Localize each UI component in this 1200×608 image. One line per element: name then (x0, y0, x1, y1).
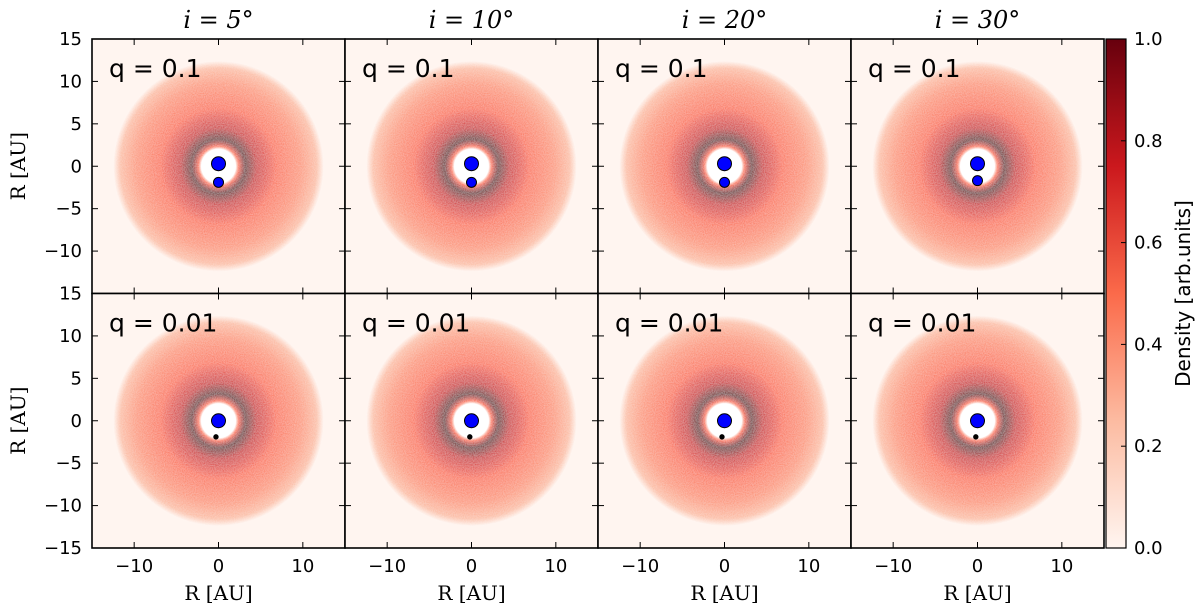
primary-star-marker (970, 156, 985, 172)
colorbar-label: Density [arb.units] (1171, 200, 1195, 387)
q-label: q = 0.1 (109, 54, 201, 83)
x-axis-label: R [AU] (943, 581, 1011, 605)
colorbar-tick-label: 1.0 (1134, 29, 1163, 50)
x-axis-label: R [AU] (690, 581, 758, 605)
x-tick-label: 10 (544, 556, 567, 577)
column-title: i = 5° (183, 6, 253, 34)
y-tick-label: 5 (71, 114, 82, 135)
companion-marker (467, 434, 473, 440)
x-tick-label: −10 (874, 556, 912, 577)
primary-star-marker (717, 413, 732, 429)
companion-marker (719, 434, 725, 440)
primary-star-marker (464, 413, 479, 429)
q-label: q = 0.1 (868, 54, 960, 83)
y-tick-label: −5 (55, 199, 82, 220)
q-label: q = 0.01 (615, 309, 723, 338)
q-label: q = 0.01 (868, 309, 976, 338)
colorbar-scale (1105, 38, 1127, 549)
x-tick-label: 0 (213, 556, 224, 577)
panel-q01-col2: q = 0.1 (344, 38, 599, 295)
x-axis-label: R [AU] (437, 581, 505, 605)
colorbar-tick-label: 0.4 (1134, 334, 1163, 355)
colorbar-tick-label: 0.8 (1134, 131, 1163, 152)
x-axis-label: R [AU] (184, 581, 252, 605)
panel-q001-col3: q = 0.01 (597, 292, 852, 549)
x-tick-label: 0 (719, 556, 730, 577)
companion-marker (213, 434, 219, 440)
companion-marker (972, 175, 983, 187)
axes-text-group: i = 5° i = 10° i = 20° i = 30° −10 0 10 R [AU] −… (6, 6, 1073, 605)
colorbar-tick-label: 0.0 (1134, 538, 1163, 559)
column-title: i = 30° (935, 6, 1021, 34)
x-tick-label: 10 (291, 556, 314, 577)
panel-q01-col3: q = 0.1 (597, 38, 852, 295)
primary-star-marker (211, 413, 226, 429)
colorbar: 0.0 0.2 0.4 0.6 0.8 1.0 Density [arb.units] (1105, 29, 1195, 559)
y-tick-label: −15 (44, 538, 82, 559)
primary-star-marker (970, 413, 985, 429)
panel-q001-col1: q = 0.01 (91, 292, 346, 549)
q-label: q = 0.01 (109, 309, 217, 338)
primary-star-marker (464, 156, 479, 172)
colorbar-tick-label: 0.6 (1134, 233, 1163, 254)
panel-q001-col2: q = 0.01 (344, 292, 599, 549)
y-tick-label: 0 (71, 156, 82, 177)
y-tick-label: −10 (44, 496, 82, 517)
y-tick-label: 15 (59, 29, 82, 50)
primary-star-marker (717, 156, 732, 172)
column-title: i = 10° (429, 6, 515, 34)
panel-q001-col4: q = 0.01 (850, 292, 1105, 549)
y-tick-label: 0 (71, 411, 82, 432)
primary-star-marker (211, 156, 226, 172)
x-tick-label: 0 (466, 556, 477, 577)
y-tick-label: 10 (59, 71, 82, 92)
q-label: q = 0.01 (362, 309, 470, 338)
panels-group: q = 0.1 q = 0.1 q = 0.1 q = 0.1 q = 0.01 q = … (91, 38, 1105, 549)
q-label: q = 0.1 (362, 54, 454, 83)
companion-marker (466, 176, 477, 188)
companion-marker (719, 176, 730, 188)
x-tick-label: −10 (621, 556, 659, 577)
y-tick-label: 5 (71, 368, 82, 389)
y-tick-label: −10 (44, 241, 82, 262)
x-tick-label: 10 (797, 556, 820, 577)
companion-marker (213, 176, 224, 188)
panel-q01-col1: q = 0.1 (91, 38, 346, 295)
x-tick-label: 10 (1050, 556, 1073, 577)
y-tick-label: −5 (55, 453, 82, 474)
y-tick-label: 15 (59, 284, 82, 305)
x-tick-label: −10 (368, 556, 406, 577)
panel-q01-col4: q = 0.1 (850, 38, 1105, 295)
companion-marker (973, 434, 979, 440)
colorbar-tick-label: 0.2 (1134, 436, 1163, 457)
column-title: i = 20° (682, 6, 768, 34)
x-tick-label: −10 (115, 556, 153, 577)
y-axis-label: R [AU] (6, 132, 30, 200)
x-tick-label: 0 (972, 556, 983, 577)
y-axis-label: R [AU] (6, 387, 30, 455)
y-tick-label: 10 (59, 326, 82, 347)
q-label: q = 0.1 (615, 54, 707, 83)
